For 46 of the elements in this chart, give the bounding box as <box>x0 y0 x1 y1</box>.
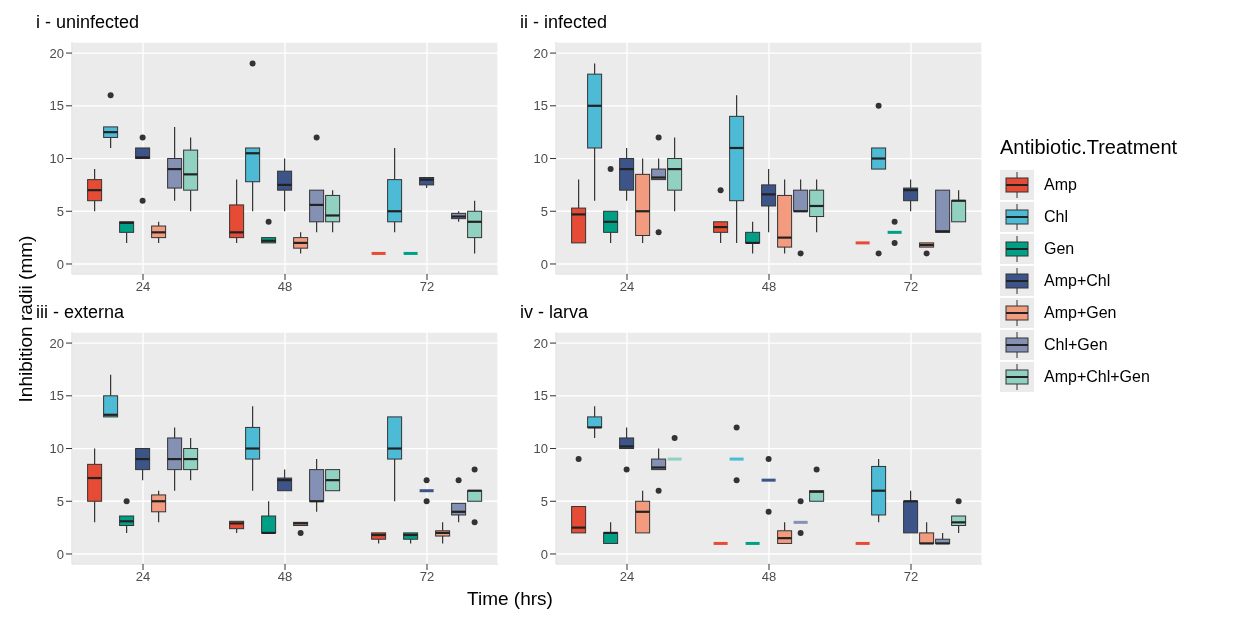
y-tick-label: 15 <box>49 388 64 404</box>
legend-label: Chl <box>1044 208 1069 226</box>
y-tick-label: 20 <box>49 335 64 351</box>
y-tick-label: 5 <box>56 493 64 509</box>
x-tick-label: 48 <box>761 279 777 295</box>
chart-title: iv - larva <box>519 301 589 324</box>
y-tick-label: 20 <box>49 45 64 61</box>
x-tick-label: 72 <box>903 279 919 295</box>
x-tick-label: 72 <box>419 569 435 585</box>
y-tick-label: 5 <box>540 203 548 219</box>
x-tick-label: 48 <box>277 569 293 585</box>
y-tick-label: 20 <box>533 45 548 61</box>
legend-label: Chl+Gen <box>1044 336 1108 354</box>
y-tick-label: 0 <box>540 256 548 272</box>
chart-title: ii - infected <box>519 11 609 34</box>
legend-label: Amp+Chl+Gen <box>1044 368 1150 386</box>
legend-label: Amp+Gen <box>1044 304 1117 322</box>
y-tick-label: 10 <box>49 441 64 457</box>
x-tick-label: 24 <box>135 279 151 295</box>
legend-label: Amp <box>1044 176 1077 194</box>
y-tick-label: 15 <box>533 98 548 114</box>
y-axis-title: Inhibition radii (mm) <box>15 234 37 405</box>
y-tick-label: 5 <box>540 493 548 509</box>
legend-label: Amp+Chl <box>1044 272 1111 290</box>
y-tick-label: 10 <box>533 441 548 457</box>
y-tick-label: 10 <box>533 151 548 167</box>
legend-title: Antibiotic.Treatment <box>1000 136 1178 159</box>
y-tick-label: 20 <box>533 335 548 351</box>
chart-title: iii - externa <box>35 301 126 324</box>
y-tick-label: 5 <box>56 203 64 219</box>
legend-label: Gen <box>1044 240 1075 258</box>
x-tick-label: 24 <box>619 569 635 585</box>
y-tick-label: 10 <box>49 151 64 167</box>
y-tick-label: 0 <box>56 546 64 562</box>
y-tick-label: 0 <box>540 546 548 562</box>
chart-title: i - uninfected <box>35 11 141 34</box>
y-tick-label: 0 <box>56 256 64 272</box>
x-tick-label: 72 <box>903 569 919 585</box>
x-tick-label: 48 <box>761 569 777 585</box>
x-tick-label: 72 <box>419 279 435 295</box>
y-tick-label: 15 <box>49 98 64 114</box>
y-tick-label: 15 <box>533 388 548 404</box>
x-tick-label: 24 <box>135 569 151 585</box>
x-tick-label: 48 <box>277 279 293 295</box>
x-axis-title: Time (hrs) <box>466 588 554 610</box>
x-tick-label: 24 <box>619 279 635 295</box>
